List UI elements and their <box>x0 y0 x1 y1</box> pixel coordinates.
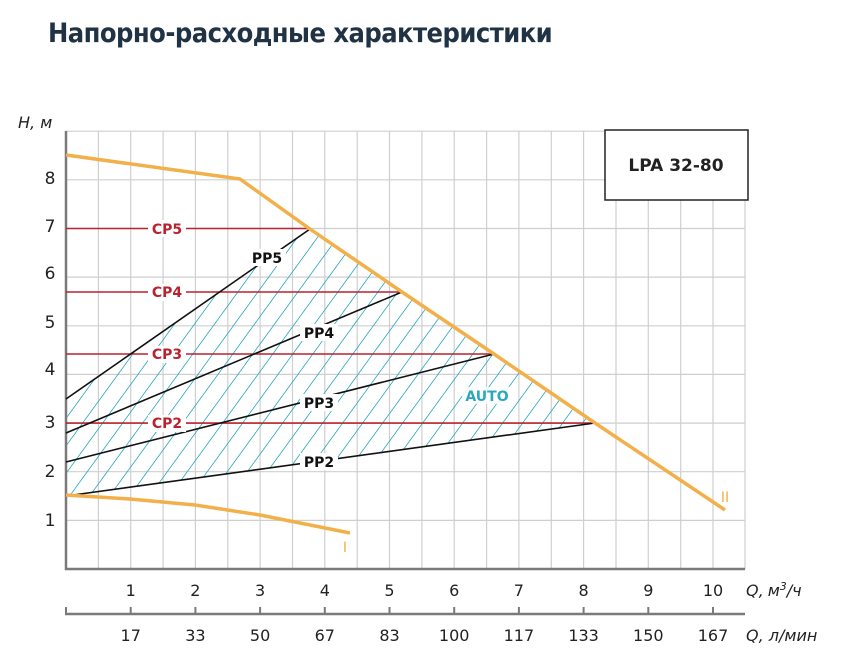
page-title: Напорно-расходные характеристики <box>48 18 553 49</box>
model-label: LPA 32-80 <box>628 156 723 176</box>
y-tick-7: 7 <box>45 217 56 237</box>
x-tick-labels: 1 2 3 4 5 6 7 8 9 10 <box>126 581 724 600</box>
y-tick-4: 4 <box>45 360 56 380</box>
x-tick-4: 4 <box>320 581 330 600</box>
model-box: LPA 32-80 <box>604 129 749 201</box>
y-tick-3: 3 <box>45 413 56 433</box>
y-tick-1: 1 <box>45 511 56 531</box>
x-tick-9: 9 <box>643 581 653 600</box>
x-tick-1: 1 <box>126 581 136 600</box>
x2-tick-17: 17 <box>121 626 141 645</box>
x-axis-secondary-title: Q, л/мин <box>746 626 817 645</box>
curve-ii <box>65 153 726 512</box>
y-tick-labels: 1 2 3 4 5 6 7 8 <box>45 169 56 531</box>
cp5-label: CP5 <box>152 222 182 238</box>
x-tick-5: 5 <box>384 581 394 600</box>
axes <box>64 131 745 616</box>
x-tick-8: 8 <box>579 581 589 600</box>
x-secondary-ticks <box>65 607 714 614</box>
cp4-label: CP4 <box>152 285 183 301</box>
curve-i <box>65 493 351 535</box>
x-tick-2: 2 <box>190 581 200 600</box>
curve-ii-label: II <box>721 490 729 506</box>
y-tick-6: 6 <box>45 264 56 284</box>
pp3-line <box>65 353 495 463</box>
cp3-label: CP3 <box>152 347 182 363</box>
x-secondary-tick-labels: 17 33 50 67 83 100 117 133 150 167 <box>121 626 729 645</box>
x2-tick-133: 133 <box>568 626 599 645</box>
x2-tick-100: 100 <box>439 626 470 645</box>
x-tick-10: 10 <box>703 581 723 600</box>
curve-i-label: I <box>343 540 347 556</box>
x-tick-6: 6 <box>449 581 459 600</box>
pp5-label: PP5 <box>252 251 282 267</box>
auto-label: AUTO <box>465 389 508 405</box>
x2-tick-167: 167 <box>698 626 729 645</box>
y-tick-8: 8 <box>45 169 56 189</box>
x2-tick-83: 83 <box>379 626 399 645</box>
y-axis-title: H, м <box>18 113 52 132</box>
pp2-label: PP2 <box>304 455 334 471</box>
x-axis-title: Q, м3/ч <box>746 580 802 600</box>
x2-tick-33: 33 <box>185 626 205 645</box>
x2-tick-150: 150 <box>633 626 664 645</box>
pp4-label: PP4 <box>304 326 335 342</box>
pp3-label: PP3 <box>304 396 334 412</box>
x2-tick-117: 117 <box>504 626 535 645</box>
cp2-label: CP2 <box>152 416 182 432</box>
cp-labels: CP5 CP4 CP3 CP2 <box>148 220 186 432</box>
pp-labels: PP5 PP4 PP3 PP2 <box>248 249 338 471</box>
y-tick-2: 2 <box>45 462 56 482</box>
x2-tick-67: 67 <box>315 626 335 645</box>
pp4-line <box>65 291 403 434</box>
x-tick-3: 3 <box>255 581 265 600</box>
y-tick-5: 5 <box>45 313 56 333</box>
x2-tick-50: 50 <box>250 626 270 645</box>
x-tick-7: 7 <box>514 581 524 600</box>
